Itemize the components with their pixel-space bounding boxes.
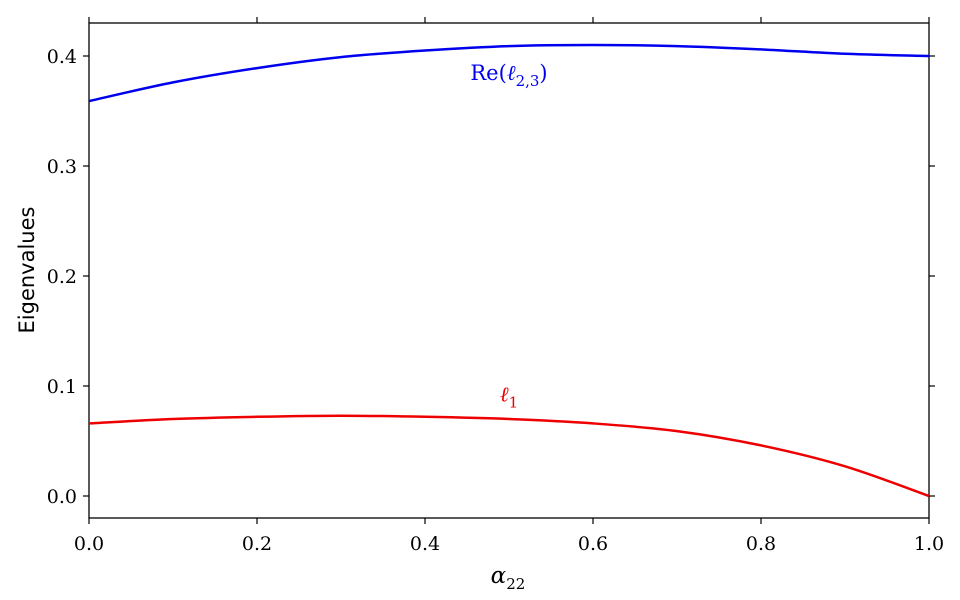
plot-frame <box>88 22 930 519</box>
x-tick-label: 0.8 <box>746 533 776 555</box>
y-tick-label: 0.3 <box>47 156 77 178</box>
x-tick-label: 0.4 <box>410 533 440 555</box>
plot-area <box>88 22 930 519</box>
series-layer <box>88 43 930 498</box>
y-axis-label: Eigenvalues <box>15 207 39 334</box>
y-tick-label: 0.4 <box>47 46 77 68</box>
y-tick-label: 0.2 <box>47 266 77 288</box>
x-tick-label: 1.0 <box>914 533 944 555</box>
series-line-1 <box>88 414 930 498</box>
x-tick-label: 0.0 <box>74 533 104 555</box>
x-tick-label: 0.6 <box>578 533 608 555</box>
ticks-layer: 0.0 0.2 0.4 0.6 0.8 1.0 0.0 0.1 0.2 0.3 0.4 <box>47 17 944 555</box>
y-tick-label: 0.1 <box>47 376 77 398</box>
y-tick-label: 0.0 <box>47 486 77 508</box>
series-label-1: ℓ1 <box>500 382 518 411</box>
series-line-0 <box>88 43 930 103</box>
series-labels: Re(ℓ2,3) ℓ1 <box>470 61 547 411</box>
x-tick-label: 0.2 <box>242 533 272 555</box>
x-axis-label: α22 <box>491 563 526 593</box>
series-label-0: Re(ℓ2,3) <box>470 61 547 90</box>
